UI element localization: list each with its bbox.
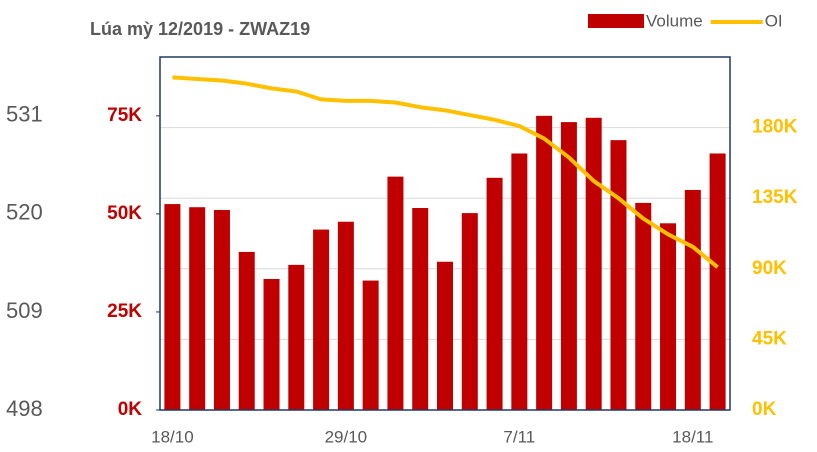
y-tick-label: 50K [107, 203, 142, 224]
bar [536, 115, 553, 410]
y-tick-label: 0K [118, 399, 143, 420]
legend-label: Volume [646, 11, 703, 30]
bar [263, 278, 280, 410]
chart-title: Lúa mỳ 12/2019 - ZWAZ19 [90, 19, 310, 39]
bar [560, 122, 577, 410]
y-tick-label: 75K [107, 105, 142, 126]
bar [486, 177, 503, 410]
bar [610, 140, 627, 410]
legend-swatch [588, 14, 644, 28]
bar [511, 153, 528, 410]
y3-tick-label: 520 [6, 200, 43, 225]
x-tick-label: 7/11 [503, 427, 535, 446]
bar [709, 153, 726, 410]
bar [213, 209, 230, 410]
y2-tick-label: 90K [752, 258, 787, 279]
bar [437, 261, 453, 410]
plot-frame [159, 56, 731, 411]
y3-tick-label: 498 [6, 396, 43, 421]
bar [362, 280, 379, 410]
x-tick-label: 18/10 [151, 427, 194, 446]
legend-label: OI [765, 11, 783, 30]
line [172, 75, 719, 269]
y2-tick-label: 0K [752, 399, 777, 420]
x-tick-label: 29/10 [325, 427, 368, 446]
bar [164, 204, 181, 410]
bar [684, 189, 701, 410]
bar [189, 207, 206, 410]
y2-tick-label: 135K [752, 187, 798, 208]
bar [313, 229, 330, 410]
bar [288, 264, 305, 410]
bar [337, 221, 354, 410]
y3-tick-label: 531 [6, 102, 43, 127]
bar [585, 117, 602, 411]
bar [635, 202, 652, 410]
bar [461, 213, 478, 410]
x-tick-label: 18/11 [672, 427, 713, 446]
bar [238, 251, 255, 410]
y3-tick-label: 509 [6, 298, 43, 323]
bar [387, 176, 404, 410]
y-tick-label: 25K [107, 301, 142, 322]
y2-tick-label: 45K [752, 328, 787, 349]
bar [660, 223, 677, 410]
bar [412, 208, 429, 410]
y2-tick-label: 180K [752, 117, 798, 138]
